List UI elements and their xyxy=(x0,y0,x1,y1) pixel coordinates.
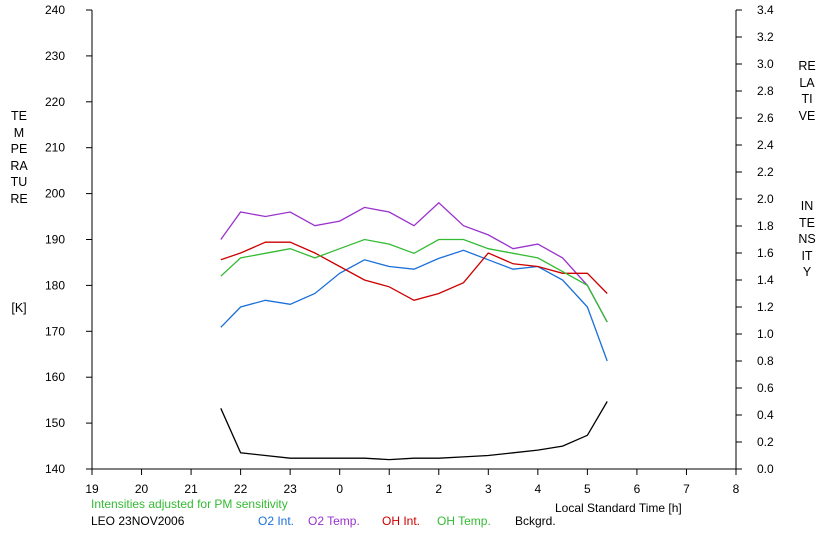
y-right-tick-label: 0.4 xyxy=(757,408,774,422)
legend-oh-temp: OH Temp. xyxy=(437,514,491,528)
y-right-tick-label: 0.0 xyxy=(757,462,774,476)
left-axis-title: TEMPERATURE xyxy=(10,109,28,206)
series-lines xyxy=(220,201,608,461)
y-right-tick-label: 2.2 xyxy=(757,165,774,179)
series-line-o2-int xyxy=(220,249,608,362)
y-left-tick-label: 210 xyxy=(45,141,65,155)
x-tick-label: 8 xyxy=(733,482,740,496)
x-tick-label: 21 xyxy=(184,482,198,496)
legend-oh-int: OH Int. xyxy=(382,514,421,528)
y-right-tick-label: 1.0 xyxy=(757,327,774,341)
station-label: LEO 23NOV2006 xyxy=(91,514,185,528)
x-tick-label: 7 xyxy=(683,482,690,496)
y-right-tick-label: 3.2 xyxy=(757,30,774,44)
left-axis-unit: [K] xyxy=(11,301,27,315)
x-axis-label: Local Standard Time [h] xyxy=(555,501,682,515)
x-tick-label: 3 xyxy=(485,482,492,496)
y-right-tick-label: 2.4 xyxy=(757,138,774,152)
y-right-tick-label: 3.4 xyxy=(757,3,774,17)
y-right-tick-label: 2.8 xyxy=(757,84,774,98)
y-right-tick-label: 1.2 xyxy=(757,300,774,314)
x-tick-label: 5 xyxy=(584,482,591,496)
y-left-tick-label: 240 xyxy=(45,3,65,17)
y-left-tick-label: 160 xyxy=(45,370,65,384)
x-tick-label: 0 xyxy=(336,482,343,496)
x-axis: 19 20 21 22 23 0 1 2 3 4 5 6 7 8 xyxy=(85,469,740,496)
series-line-o2-temp xyxy=(220,201,608,323)
y-axis-left: 140 150 160 170 180 190 200 210 220 230 240 xyxy=(45,3,92,476)
y-right-tick-label: 0.2 xyxy=(757,435,774,449)
right-axis-title-line1: RELATIVE xyxy=(798,59,816,123)
legend-o2-int: O2 Int. xyxy=(258,514,295,528)
series-line-bckgrd xyxy=(220,401,608,461)
x-tick-label: 20 xyxy=(135,482,149,496)
y-left-tick-label: 150 xyxy=(45,416,65,430)
x-tick-label: 2 xyxy=(435,482,442,496)
y-left-tick-label: 180 xyxy=(45,278,65,292)
y-left-tick-label: 140 xyxy=(45,462,65,476)
y-left-tick-label: 200 xyxy=(45,187,65,201)
y-right-tick-label: 2.0 xyxy=(757,192,774,206)
series-line-oh-int xyxy=(220,241,608,301)
y-left-tick-label: 170 xyxy=(45,324,65,338)
legend-o2-temp: O2 Temp. xyxy=(308,514,360,528)
y-right-tick-label: 1.6 xyxy=(757,246,774,260)
y-right-tick-label: 0.6 xyxy=(757,381,774,395)
y-right-tick-label: 1.8 xyxy=(757,219,774,233)
y-left-tick-label: 220 xyxy=(45,95,65,109)
y-right-tick-label: 1.4 xyxy=(757,273,774,287)
y-left-tick-label: 230 xyxy=(45,49,65,63)
right-axis-title-line2: INTENSITY xyxy=(798,199,816,280)
series-line-oh-temp xyxy=(220,238,608,323)
legend-background: Bckgrd. xyxy=(515,514,556,528)
y-left-tick-label: 190 xyxy=(45,233,65,247)
y-axis-right: 0.0 0.2 0.4 0.6 0.8 1.0 1.2 1.4 1.6 1.8 2.0 2.2 2.4 2… xyxy=(736,3,774,476)
sensitivity-note: Intensities adjusted for PM sensitivity xyxy=(91,497,288,511)
x-tick-label: 4 xyxy=(535,482,542,496)
y-right-tick-label: 2.6 xyxy=(757,111,774,125)
plot-frame xyxy=(91,10,737,470)
x-tick-label: 23 xyxy=(283,482,297,496)
y-right-tick-label: 3.0 xyxy=(757,57,774,71)
x-tick-label: 22 xyxy=(234,482,248,496)
x-tick-label: 1 xyxy=(386,482,393,496)
x-tick-label: 6 xyxy=(634,482,641,496)
y-right-tick-label: 0.8 xyxy=(757,354,774,368)
x-tick-label: 19 xyxy=(85,482,99,496)
